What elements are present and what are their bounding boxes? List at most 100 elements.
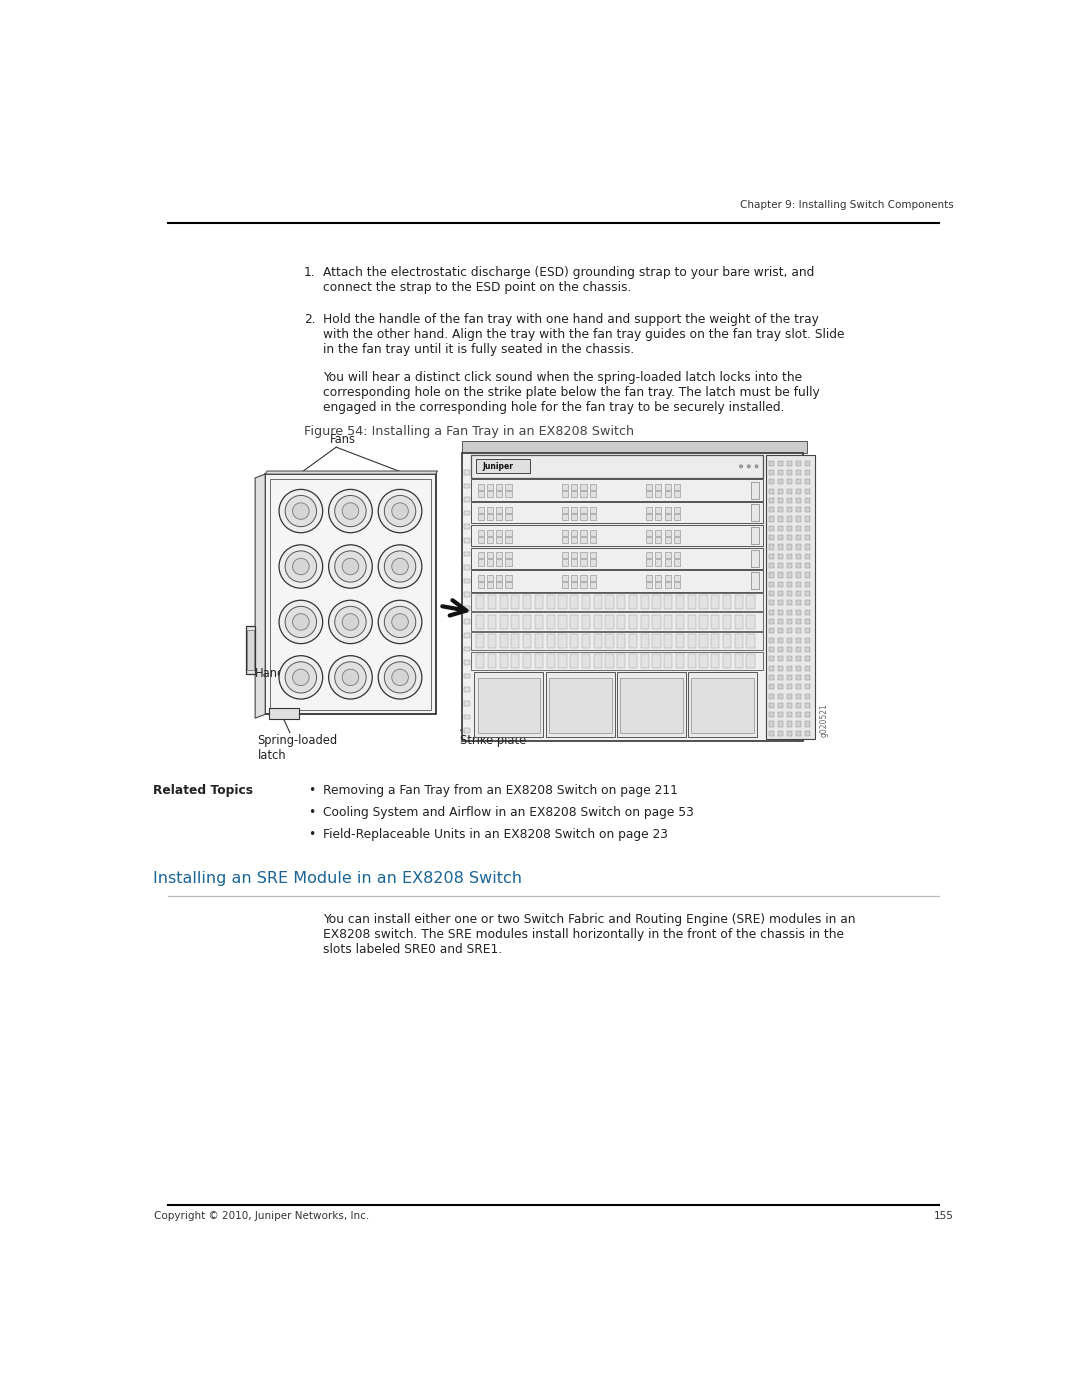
Bar — [769, 563, 774, 569]
Circle shape — [285, 662, 316, 693]
Bar — [787, 619, 792, 624]
Bar — [769, 601, 774, 605]
Bar — [535, 615, 543, 629]
Bar — [700, 654, 707, 668]
Bar — [787, 647, 792, 652]
Bar — [562, 492, 568, 497]
Bar — [562, 576, 568, 581]
Text: Chapter 9: Installing Switch Components: Chapter 9: Installing Switch Components — [740, 200, 954, 210]
Text: Cooling System and Airflow in an EX8208 Switch on page 53: Cooling System and Airflow in an EX8208 … — [323, 806, 693, 819]
Bar — [787, 479, 792, 485]
Bar — [664, 634, 672, 648]
Bar — [463, 728, 470, 733]
Bar — [656, 559, 661, 566]
Bar — [505, 552, 512, 559]
Bar — [646, 536, 652, 543]
Bar — [796, 545, 801, 549]
Bar — [676, 654, 684, 668]
Bar — [805, 629, 810, 633]
Bar — [562, 559, 568, 566]
Bar — [471, 592, 762, 610]
Circle shape — [378, 655, 422, 698]
Text: Installing an SRE Module in an EX8208 Switch: Installing an SRE Module in an EX8208 Sw… — [153, 872, 522, 886]
Bar — [571, 485, 578, 490]
Bar — [664, 536, 671, 543]
Bar — [549, 678, 611, 733]
Bar — [751, 482, 759, 499]
Bar — [778, 693, 783, 698]
Bar — [778, 731, 783, 736]
Bar — [746, 634, 755, 648]
Bar — [751, 527, 759, 543]
Bar — [476, 615, 484, 629]
Bar — [463, 687, 470, 692]
Bar — [778, 545, 783, 549]
Bar — [674, 529, 680, 536]
Bar — [796, 469, 801, 475]
Text: 155: 155 — [933, 1211, 954, 1221]
Bar — [476, 634, 484, 648]
Bar — [778, 461, 783, 465]
Bar — [580, 529, 586, 536]
Bar — [805, 535, 810, 541]
Bar — [787, 517, 792, 521]
Bar — [487, 536, 494, 543]
Bar — [787, 461, 792, 465]
Bar — [674, 583, 680, 588]
Bar — [805, 525, 810, 531]
Circle shape — [755, 465, 758, 468]
Bar — [769, 517, 774, 521]
Circle shape — [335, 606, 366, 637]
Bar — [778, 601, 783, 605]
Text: corresponding hole on the strike plate below the fan tray. The latch must be ful: corresponding hole on the strike plate b… — [323, 386, 820, 398]
Bar — [511, 595, 519, 609]
Bar — [805, 601, 810, 605]
Bar — [796, 573, 801, 577]
Bar — [734, 595, 743, 609]
Text: Field-Replaceable Units in an EX8208 Switch on page 23: Field-Replaceable Units in an EX8208 Swi… — [323, 827, 667, 841]
Bar — [787, 609, 792, 615]
Bar — [505, 492, 512, 497]
Bar — [787, 469, 792, 475]
Bar — [778, 647, 783, 652]
Text: Figure 54: Installing a Fan Tray in an EX8208 Switch: Figure 54: Installing a Fan Tray in an E… — [303, 425, 634, 437]
Bar — [700, 595, 707, 609]
Bar — [496, 583, 502, 588]
Circle shape — [279, 489, 323, 532]
Bar — [751, 573, 759, 590]
Text: •: • — [309, 806, 315, 819]
Text: engaged in the corresponding hole for the fan tray to be securely installed.: engaged in the corresponding hole for th… — [323, 401, 784, 414]
Bar — [571, 492, 578, 497]
Bar — [796, 675, 801, 680]
Bar — [535, 634, 543, 648]
Bar — [805, 657, 810, 661]
Bar — [778, 517, 783, 521]
Bar — [500, 595, 508, 609]
Bar — [664, 485, 671, 490]
Bar — [664, 576, 671, 581]
Bar — [646, 492, 652, 497]
Bar — [674, 485, 680, 490]
Bar — [656, 485, 661, 490]
Bar — [590, 529, 596, 536]
Bar — [570, 615, 578, 629]
Bar — [787, 581, 792, 587]
Bar — [700, 615, 707, 629]
Bar — [674, 492, 680, 497]
Bar — [787, 507, 792, 513]
Bar — [796, 489, 801, 493]
Bar — [778, 637, 783, 643]
Bar — [640, 654, 649, 668]
Bar — [664, 583, 671, 588]
Bar — [796, 525, 801, 531]
Bar — [463, 511, 470, 515]
Circle shape — [384, 606, 416, 637]
Bar — [778, 535, 783, 541]
Circle shape — [328, 545, 373, 588]
Bar — [674, 576, 680, 581]
Bar — [664, 507, 671, 513]
Bar — [766, 455, 815, 739]
Bar — [805, 665, 810, 671]
Bar — [580, 507, 586, 513]
Bar — [796, 712, 801, 717]
